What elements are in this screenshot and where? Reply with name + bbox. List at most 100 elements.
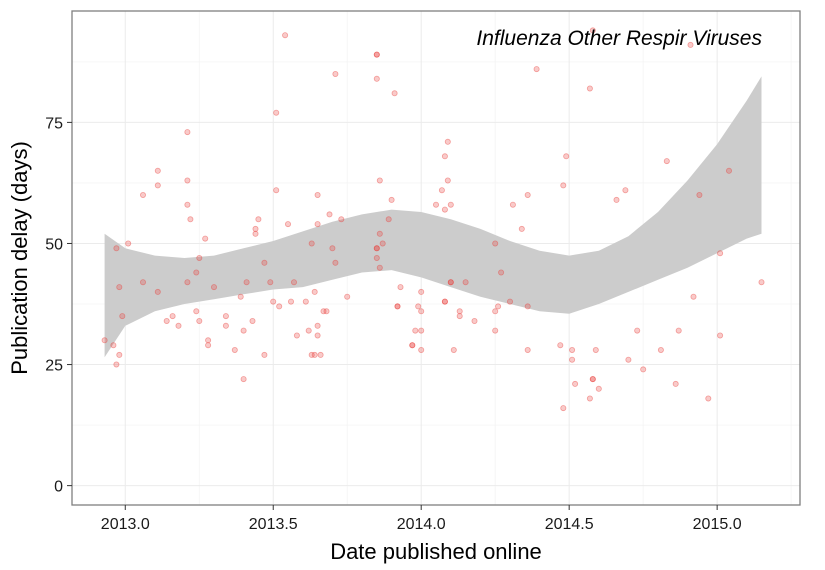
data-point (592, 346, 599, 353)
data-point (193, 308, 200, 315)
data-point (569, 346, 576, 353)
smooth-confidence-ribbon (104, 76, 762, 358)
data-point (139, 279, 146, 286)
data-point (589, 27, 596, 34)
data-point (376, 177, 383, 184)
data-point (586, 85, 593, 92)
data-point (202, 235, 209, 242)
data-point (557, 342, 564, 349)
data-point (379, 240, 386, 247)
data-point (314, 221, 321, 228)
data-point (717, 250, 724, 257)
data-point (184, 129, 191, 136)
data-point (717, 332, 724, 339)
data-point (193, 269, 200, 276)
data-point (154, 182, 161, 189)
data-point (495, 303, 502, 310)
data-point (450, 346, 457, 353)
y-axis: 0 25 50 75 (45, 115, 72, 496)
data-point (506, 298, 513, 305)
data-point (492, 327, 499, 334)
data-point (438, 187, 445, 194)
data-point (663, 158, 670, 165)
data-point (373, 75, 380, 82)
data-point (169, 313, 176, 320)
data-point (332, 71, 339, 78)
data-point (302, 298, 309, 305)
data-point (261, 259, 268, 266)
data-point (572, 380, 579, 387)
data-point (240, 327, 247, 334)
data-point (524, 303, 531, 310)
data-point (373, 51, 380, 58)
data-point (222, 313, 229, 320)
x-axis: 2013.0 2013.5 2014.0 2014.5 2015.0 (101, 505, 742, 533)
y-tick-label: 0 (54, 479, 63, 496)
data-point (323, 308, 330, 315)
data-point (394, 303, 401, 310)
data-point (329, 245, 336, 252)
data-point (441, 298, 448, 305)
x-tick-label: 2013.0 (101, 516, 150, 533)
data-point (290, 279, 297, 286)
data-point (672, 380, 679, 387)
data-point (287, 298, 294, 305)
data-point (447, 279, 454, 286)
y-tick-label: 50 (45, 236, 63, 253)
data-point (373, 245, 380, 252)
data-point (498, 269, 505, 276)
data-point (625, 356, 632, 363)
data-point (163, 317, 170, 324)
data-point (273, 187, 280, 194)
data-point (518, 225, 525, 232)
data-point (432, 201, 439, 208)
data-point (385, 216, 392, 223)
data-point (418, 288, 425, 295)
data-point (533, 66, 540, 73)
x-tick-label: 2014.5 (545, 516, 594, 533)
y-tick-label: 75 (45, 115, 63, 132)
data-point (415, 303, 422, 310)
data-point (391, 90, 398, 97)
data-point (418, 346, 425, 353)
data-point (569, 356, 576, 363)
data-point (116, 284, 123, 291)
data-point (110, 342, 117, 349)
data-point (284, 221, 291, 228)
data-point (314, 191, 321, 198)
data-point (394, 303, 401, 310)
data-point (373, 245, 380, 252)
data-point (116, 351, 123, 358)
data-point (397, 284, 404, 291)
data-point (270, 298, 277, 305)
data-point (444, 177, 451, 184)
data-point (196, 317, 203, 324)
data-point (311, 288, 318, 295)
data-point (344, 293, 351, 300)
data-point (441, 206, 448, 213)
data-point (492, 240, 499, 247)
data-point (418, 308, 425, 315)
data-point (441, 298, 448, 305)
data-point (595, 385, 602, 392)
data-point (308, 351, 315, 358)
data-point (222, 322, 229, 329)
data-point (240, 376, 247, 383)
panel-border (71, 10, 801, 506)
data-point (373, 51, 380, 58)
data-point (705, 395, 712, 402)
data-point (101, 337, 108, 344)
data-point (314, 322, 321, 329)
data-point (252, 230, 259, 237)
data-point (261, 351, 268, 358)
data-point (338, 216, 345, 223)
data-point (326, 211, 333, 218)
y-axis-title: Publication delay (days) (7, 141, 32, 375)
data-point (634, 327, 641, 334)
data-point (273, 109, 280, 116)
x-axis-title: Date published online (330, 539, 542, 564)
data-point (509, 201, 516, 208)
data-point (388, 196, 395, 203)
data-point (276, 303, 283, 310)
x-tick-label: 2015.0 (693, 516, 742, 533)
